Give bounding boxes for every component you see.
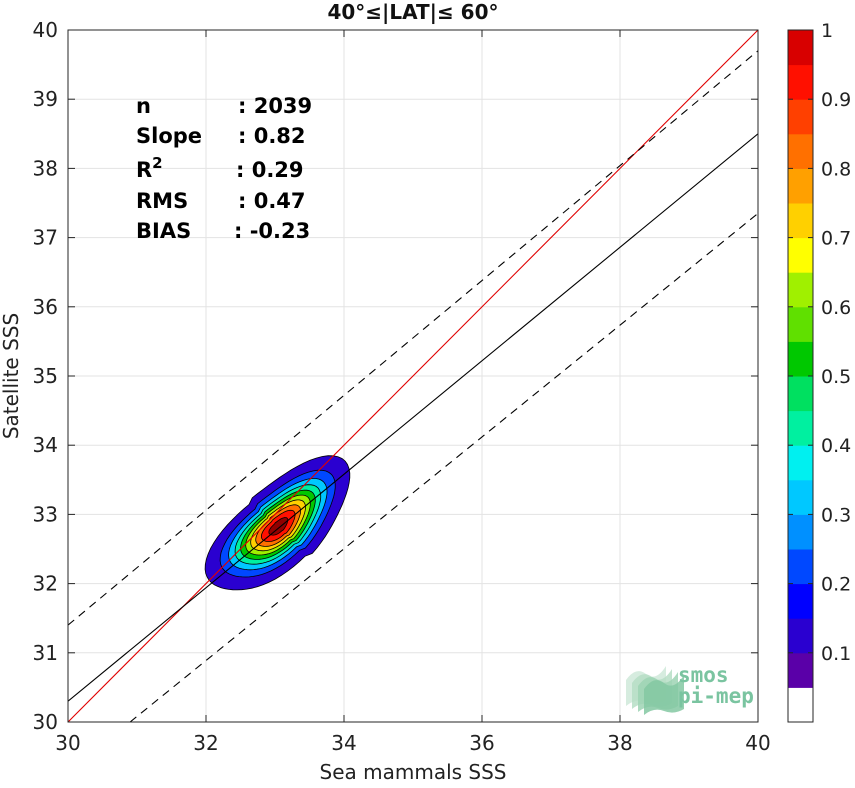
- colorbar-swatch-19: [788, 30, 813, 66]
- colorbar-swatch-12: [788, 272, 813, 308]
- y-tick-label-5: 35: [33, 364, 58, 388]
- colorbar-swatch-14: [788, 203, 813, 239]
- y-tick-label-4: 34: [33, 433, 58, 457]
- lower-bound-line: [129, 212, 758, 722]
- colorbar-label-7: 0.8: [821, 158, 851, 180]
- stat-label-2: R2: [136, 154, 163, 182]
- colorbar-label-0: 0.1: [821, 643, 851, 665]
- axis-ticks: 30 32 34 36 38 40 30 31 32 33 34 35 36 37 38 39 40: [33, 18, 771, 755]
- colorbar-label-4: 0.5: [821, 366, 851, 388]
- stat-value-2: : 0.29: [236, 158, 304, 182]
- y-tick-label-1: 31: [33, 641, 58, 665]
- plot-title: 40°≤|LAT|≤ 60°: [327, 0, 498, 24]
- stats-box: n : 2039 Slope : 0.82 R2 : 0.29 RMS : 0.47 BIAS:…: [136, 94, 312, 243]
- stat-label-sup: 2: [152, 154, 162, 172]
- x-tick-label-5: 40: [745, 731, 770, 755]
- colorbar-swatch-5: [788, 514, 813, 550]
- stat-label-4: BIAS: [136, 219, 191, 243]
- colorbar-swatch-18: [788, 64, 813, 100]
- logo-text-line2: pi-mep: [678, 684, 754, 708]
- colorbar-label-8: 0.9: [821, 89, 851, 111]
- stat-value-3: : 0.47: [238, 189, 306, 213]
- y-tick-label-9: 39: [33, 87, 58, 111]
- stat-label-0: n: [136, 94, 151, 118]
- colorbar-swatch-8: [788, 410, 813, 446]
- y-tick-label-0: 30: [33, 710, 58, 734]
- colorbar-label-5: 0.6: [821, 297, 851, 319]
- colorbar-swatch-16: [788, 133, 813, 169]
- colorbar-swatch-7: [788, 445, 813, 481]
- regression-line: [68, 133, 758, 702]
- y-tick-label-10: 40: [33, 18, 58, 42]
- x-axis-title: Sea mammals SSS: [320, 760, 507, 784]
- colorbar-swatch-1: [788, 652, 813, 688]
- colorbar-swatch-11: [788, 306, 813, 342]
- colorbar-swatch-0: [788, 687, 813, 723]
- colorbar-swatch-10: [788, 341, 813, 377]
- colorbar-label-2: 0.3: [821, 504, 851, 526]
- x-tick-label-0: 30: [55, 731, 80, 755]
- colorbar-label-3: 0.4: [821, 435, 851, 457]
- x-tick-label-4: 38: [607, 731, 632, 755]
- colorbar: 0.1 0.2 0.3 0.4 0.5 0.6 0.7 0.8 0.9 1: [787, 20, 851, 723]
- stat-value-0: : 2039: [238, 94, 312, 118]
- colorbar-swatch-6: [788, 479, 813, 515]
- y-tick-label-8: 38: [33, 156, 58, 180]
- y-tick-label-2: 32: [33, 572, 58, 596]
- y-tick-label-3: 33: [33, 502, 58, 526]
- colorbar-label-1: 0.2: [821, 574, 851, 596]
- stat-value-4: : -0.23: [234, 219, 310, 243]
- upper-bound-line: [68, 50, 758, 626]
- colorbar-swatch-2: [788, 618, 813, 654]
- logo-icon: [626, 666, 684, 715]
- y-tick-label-7: 37: [33, 226, 58, 250]
- colorbar-swatch-15: [788, 168, 813, 204]
- colorbar-swatch-4: [788, 549, 813, 585]
- stat-label-3: RMS: [136, 189, 188, 213]
- stat-value-1: : 0.82: [238, 124, 306, 148]
- colorbar-swatch-17: [788, 99, 813, 135]
- colorbar-label-9: 1: [821, 20, 833, 42]
- x-tick-label-1: 32: [193, 731, 218, 755]
- colorbar-swatch-9: [788, 376, 813, 412]
- stat-label-1: Slope: [136, 124, 202, 148]
- logo-text-line1: smos: [678, 663, 729, 687]
- reference-lines: [68, 30, 758, 722]
- x-tick-label-3: 36: [469, 731, 494, 755]
- colorbar-swatch-13: [788, 237, 813, 273]
- logo-wave-3: [644, 675, 684, 715]
- smos-pimep-logo: smos pi-mep: [626, 663, 754, 715]
- density-contours: [204, 455, 351, 591]
- x-tick-label-2: 34: [331, 731, 356, 755]
- colorbar-label-6: 0.7: [821, 228, 851, 250]
- y-tick-label-6: 36: [33, 295, 58, 319]
- y-axis-title: Satellite SSS: [0, 313, 23, 439]
- colorbar-swatch-3: [788, 583, 813, 619]
